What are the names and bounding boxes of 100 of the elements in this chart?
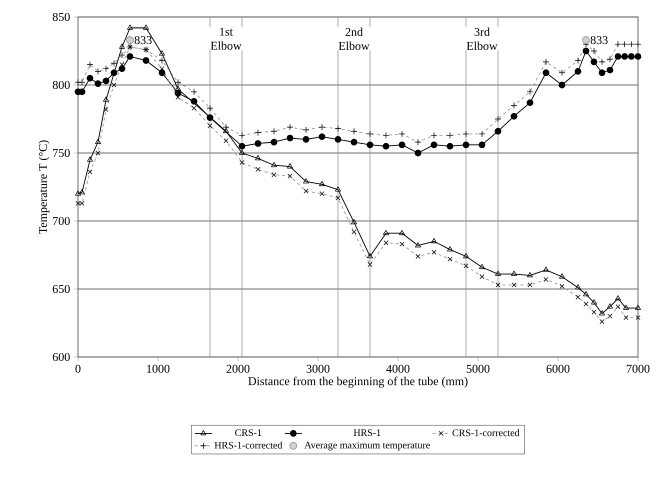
point [287, 163, 293, 168]
point [598, 69, 606, 76]
point [591, 299, 597, 304]
point [623, 304, 629, 310]
y-tick-label: 700 [53, 216, 70, 226]
point [415, 242, 421, 248]
point [255, 155, 261, 160]
point [582, 36, 590, 44]
point [350, 138, 358, 146]
y-axis-title: Temperature T (°C) [38, 140, 50, 234]
point [102, 78, 110, 84]
point [478, 142, 486, 148]
point [398, 142, 406, 148]
x-tick-label: 1000 [147, 364, 170, 373]
point [526, 99, 534, 106]
point [414, 150, 422, 156]
point [223, 128, 229, 134]
x-axis-title: Distance from the beginning of the tube (mm) [248, 376, 468, 388]
point [271, 162, 277, 168]
point [559, 273, 565, 279]
point [239, 150, 245, 155]
legend-label: Average maximum temperature [304, 442, 430, 450]
point [94, 80, 102, 87]
x-tick-label: 6000 [546, 364, 570, 373]
point [628, 53, 635, 60]
legend-label: CRS-1-corrected [452, 429, 520, 436]
point [335, 186, 341, 192]
data-label: 833 [134, 36, 152, 44]
point [463, 253, 469, 258]
point [510, 112, 518, 120]
point [590, 58, 598, 66]
point [78, 88, 86, 96]
x-tick-label: 7000 [626, 364, 650, 373]
point [190, 98, 198, 105]
x-tick-label: 3000 [306, 364, 330, 373]
point [334, 136, 342, 143]
point [479, 264, 485, 270]
point [366, 142, 374, 148]
point [558, 82, 566, 88]
point [103, 96, 109, 102]
point [615, 295, 621, 300]
point [302, 136, 310, 143]
point [599, 310, 605, 316]
point [606, 66, 614, 74]
point [174, 90, 182, 96]
point [634, 53, 642, 60]
point [446, 142, 454, 150]
point [582, 48, 590, 54]
point [447, 246, 453, 252]
point [527, 272, 533, 278]
point [158, 69, 166, 76]
x-tick-label: 2000 [226, 364, 250, 373]
point [270, 138, 278, 146]
point [431, 238, 437, 244]
annotation: 1st Elbow [210, 28, 242, 50]
y-tick-label: 750 [53, 148, 70, 158]
point [574, 68, 582, 75]
point [583, 291, 589, 296]
point [238, 142, 246, 150]
point [206, 114, 214, 121]
point [110, 69, 118, 76]
point [367, 253, 373, 258]
point [119, 44, 125, 49]
point [383, 230, 389, 236]
point [494, 128, 502, 135]
point [127, 24, 133, 30]
point [286, 134, 294, 142]
point [75, 190, 81, 196]
y-tick-label: 850 [52, 12, 70, 22]
point [86, 74, 94, 82]
legend-label: HRS-1-corrected [214, 442, 282, 449]
point [575, 284, 581, 290]
data-label: 833 [590, 36, 608, 44]
text: HRS-1 [354, 429, 380, 436]
point [543, 266, 549, 272]
point [621, 53, 628, 60]
point [495, 270, 501, 276]
annotation: 3rd Elbow [466, 28, 498, 50]
point [118, 65, 126, 72]
point [142, 57, 150, 64]
point [319, 180, 325, 186]
point [542, 69, 550, 76]
point [159, 50, 165, 56]
y-tick-label: 600 [52, 352, 70, 362]
point [399, 230, 405, 236]
point [303, 178, 309, 184]
point [511, 270, 517, 276]
point [430, 142, 438, 148]
point [614, 53, 622, 60]
point [95, 138, 101, 144]
point [79, 189, 85, 194]
point [87, 156, 93, 162]
y-tick-label: 800 [52, 80, 70, 90]
legend-label: CRS-1 [235, 429, 262, 436]
point [607, 303, 613, 309]
x-tick-label: 5000 [466, 364, 490, 373]
point [143, 24, 149, 30]
point [318, 133, 326, 140]
point [382, 142, 390, 150]
x-tick-label: 4000 [386, 364, 410, 373]
